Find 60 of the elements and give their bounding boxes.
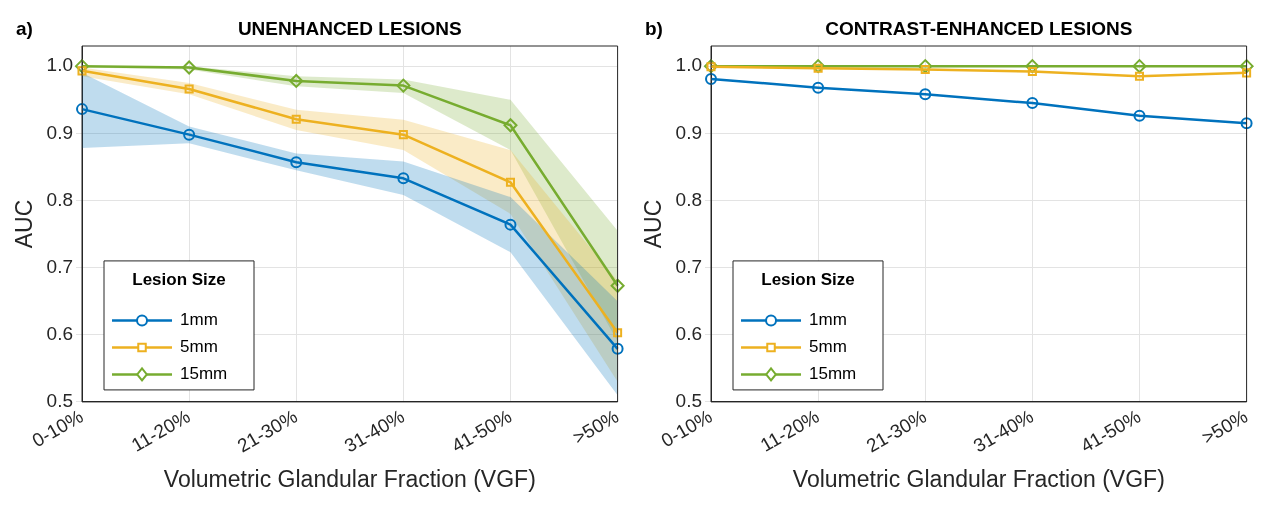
point — [397, 172, 410, 185]
y-tick-label: 0.6 — [675, 322, 703, 344]
point — [75, 59, 90, 74]
point — [1026, 97, 1039, 110]
y-tick-label: 0.7 — [46, 255, 74, 277]
point — [1132, 59, 1147, 74]
point — [610, 278, 625, 293]
x-tick-label: >50% — [1198, 405, 1252, 449]
text: b) — [645, 18, 663, 40]
chart-title: UNENHANCED LESIONS — [237, 18, 462, 40]
point — [183, 128, 196, 141]
point — [611, 342, 624, 355]
point — [811, 59, 826, 74]
y-axis-title: AUC — [11, 199, 38, 249]
point — [1240, 117, 1253, 130]
point — [398, 130, 408, 140]
legend-label: 15mm — [180, 364, 228, 384]
text: a) — [16, 18, 33, 40]
x-axis-title: Volumetric Glandular Fraction (VGF) — [163, 465, 536, 492]
point — [705, 72, 718, 85]
point — [291, 114, 301, 124]
y-tick-label: 0.5 — [46, 390, 74, 412]
legend-label: 1mm — [180, 310, 218, 330]
legend-title: Lesion Size — [761, 269, 855, 289]
x-axis-title: Volumetric Glandular Fraction (VGF) — [792, 465, 1165, 492]
x-tick-label: >50% — [569, 405, 623, 449]
point — [919, 88, 932, 101]
point — [76, 103, 89, 116]
y-tick-label: 1.0 — [675, 54, 703, 76]
y-tick-label: 0.9 — [675, 121, 703, 143]
y-tick-label: 0.7 — [675, 255, 703, 277]
point — [289, 73, 304, 88]
legend-label: 1mm — [809, 310, 847, 330]
point — [918, 59, 933, 74]
y-tick-label: 0.5 — [675, 390, 703, 412]
point — [505, 177, 516, 187]
y-tick-label: 0.9 — [46, 121, 74, 143]
legend-label: 5mm — [180, 337, 218, 357]
point — [1134, 71, 1145, 81]
legend-label: 5mm — [809, 337, 847, 357]
point — [290, 156, 303, 169]
chart-title: CONTRAST-ENHANCED LESIONS — [825, 18, 1133, 40]
point — [503, 118, 518, 133]
point — [1242, 68, 1252, 78]
point — [1239, 59, 1254, 74]
y-tick-label: 1.0 — [46, 54, 74, 76]
point — [1133, 109, 1146, 122]
point — [184, 84, 194, 94]
y-axis-title: AUC — [640, 199, 667, 249]
y-tick-label: 0.6 — [46, 322, 74, 344]
y-tick-label: 0.8 — [675, 188, 703, 210]
point — [504, 218, 517, 231]
y-tick-label: 0.8 — [46, 188, 74, 210]
point — [182, 60, 197, 75]
point — [613, 328, 623, 338]
legend-label: 15mm — [809, 364, 857, 384]
point — [812, 81, 825, 94]
legend-title: Lesion Size — [132, 269, 226, 289]
point — [920, 64, 930, 75]
point — [396, 78, 411, 93]
